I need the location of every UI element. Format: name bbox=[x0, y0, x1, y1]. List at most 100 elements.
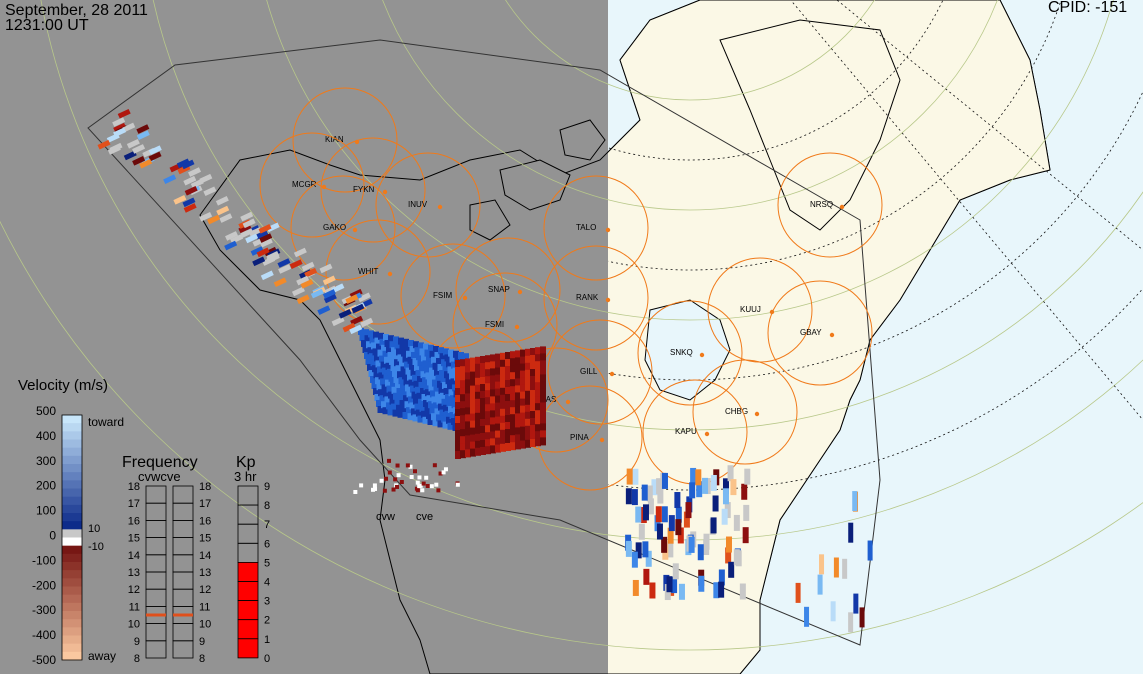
velocity-cell bbox=[240, 211, 254, 222]
velocity-cell bbox=[677, 527, 684, 544]
velocity-cell bbox=[432, 362, 439, 370]
velocity-cell bbox=[368, 370, 375, 377]
velocity-cell bbox=[420, 488, 425, 493]
velocity-cell bbox=[535, 375, 541, 384]
station-marker bbox=[462, 295, 468, 301]
velocity-cell bbox=[480, 405, 486, 413]
velocity-cell bbox=[256, 247, 270, 258]
kp-legend: Kp 3 hr 9 8 7 6 5 4 3 2 1 0 bbox=[234, 454, 270, 665]
velocity-cell bbox=[505, 422, 511, 430]
velocity-cell bbox=[415, 370, 422, 377]
velocity-cell bbox=[485, 418, 491, 427]
kp-tick-label: 0 bbox=[264, 653, 270, 665]
velocity-cell bbox=[460, 436, 466, 445]
velocity-cell bbox=[397, 354, 404, 362]
velocity-cell bbox=[674, 492, 681, 509]
velocity-cell bbox=[510, 421, 516, 430]
velocity-toward-label: toward bbox=[88, 415, 124, 429]
velocity-cell bbox=[394, 342, 401, 350]
velocity-cell bbox=[535, 389, 541, 398]
velocity-cell bbox=[431, 356, 437, 364]
kp-tick-label: 8 bbox=[264, 500, 270, 512]
velocity-cell bbox=[369, 336, 376, 344]
velocity-cell bbox=[465, 435, 471, 444]
velocity-cell bbox=[215, 195, 229, 206]
velocity-cell bbox=[515, 392, 521, 401]
velocity-cell bbox=[485, 425, 491, 434]
velocity-cell bbox=[258, 223, 272, 234]
velocity-cell bbox=[463, 353, 469, 361]
station-marker bbox=[609, 371, 615, 377]
velocity-cell bbox=[505, 408, 511, 416]
velocity-cell bbox=[387, 470, 392, 475]
velocity-cell bbox=[495, 409, 501, 418]
velocity-cell bbox=[490, 445, 496, 454]
velocity-bar-segment bbox=[62, 513, 82, 522]
station-ring-nrsq bbox=[777, 152, 883, 258]
velocity-cell bbox=[465, 393, 471, 402]
station-label-fsmi: FSMI bbox=[485, 320, 504, 329]
frequency-tick-label: 14 bbox=[199, 550, 211, 562]
velocity-cell bbox=[535, 361, 541, 370]
velocity-cell bbox=[500, 352, 506, 361]
velocity-cell bbox=[500, 366, 506, 375]
velocity-cell bbox=[182, 197, 196, 208]
velocity-cell bbox=[424, 366, 430, 374]
velocity-cell bbox=[381, 344, 387, 352]
frequency-tick-label: 17 bbox=[199, 498, 211, 510]
velocity-cell bbox=[310, 288, 324, 299]
velocity-cell bbox=[417, 484, 422, 489]
frequency-tick-label: 9 bbox=[199, 636, 205, 648]
velocity-cell bbox=[409, 474, 414, 479]
velocity-cell bbox=[376, 383, 383, 391]
velocity-cell bbox=[401, 389, 408, 397]
velocity-cell bbox=[510, 379, 516, 388]
station-marker bbox=[704, 431, 710, 437]
velocity-cell bbox=[230, 234, 244, 244]
velocity-cell bbox=[413, 380, 420, 388]
velocity-cell bbox=[490, 354, 496, 363]
velocity-bar-segment bbox=[62, 480, 82, 489]
velocity-cell bbox=[525, 411, 531, 420]
velocity-cell bbox=[367, 364, 373, 371]
velocity-cell bbox=[374, 394, 381, 401]
velocity-cell bbox=[525, 425, 531, 434]
velocity-cell bbox=[442, 365, 449, 373]
velocity-cell bbox=[181, 159, 195, 170]
gs-upper-label: 10 bbox=[88, 523, 100, 535]
kp-title: Kp bbox=[236, 454, 256, 471]
velocity-cell bbox=[535, 368, 541, 377]
velocity-cell bbox=[515, 434, 521, 443]
velocity-cell bbox=[383, 334, 389, 341]
velocity-cell bbox=[661, 472, 668, 489]
velocity-cell bbox=[505, 373, 511, 381]
velocity-cell bbox=[853, 593, 859, 614]
velocity-cell bbox=[505, 359, 511, 367]
velocity-cell bbox=[445, 394, 451, 401]
velocity-cell bbox=[505, 352, 511, 360]
velocity-cell bbox=[725, 547, 732, 564]
velocity-cell bbox=[439, 409, 446, 417]
velocity-cell bbox=[273, 277, 287, 288]
velocity-cell bbox=[379, 478, 384, 483]
velocity-cell bbox=[444, 354, 451, 362]
velocity-cell bbox=[395, 382, 401, 389]
velocity-cell bbox=[817, 574, 823, 595]
velocity-cell bbox=[490, 389, 496, 398]
velocity-cell bbox=[465, 365, 471, 374]
velocity-cell bbox=[396, 473, 401, 478]
velocity-cell bbox=[425, 389, 431, 397]
velocity-cell bbox=[465, 400, 471, 409]
velocity-cell bbox=[437, 380, 443, 388]
velocity-cell bbox=[698, 575, 705, 592]
velocity-cell bbox=[264, 246, 278, 257]
velocity-cell bbox=[403, 338, 409, 346]
velocity-cell bbox=[423, 400, 429, 407]
station-label-tpas: TPAS bbox=[536, 395, 556, 404]
radar-label-cvw: cvw bbox=[376, 511, 395, 523]
velocity-cell bbox=[415, 386, 421, 394]
velocity-cell bbox=[510, 400, 516, 409]
velocity-cell bbox=[443, 348, 449, 356]
station-ring-gako bbox=[290, 175, 396, 281]
velocity-cell bbox=[371, 382, 378, 389]
